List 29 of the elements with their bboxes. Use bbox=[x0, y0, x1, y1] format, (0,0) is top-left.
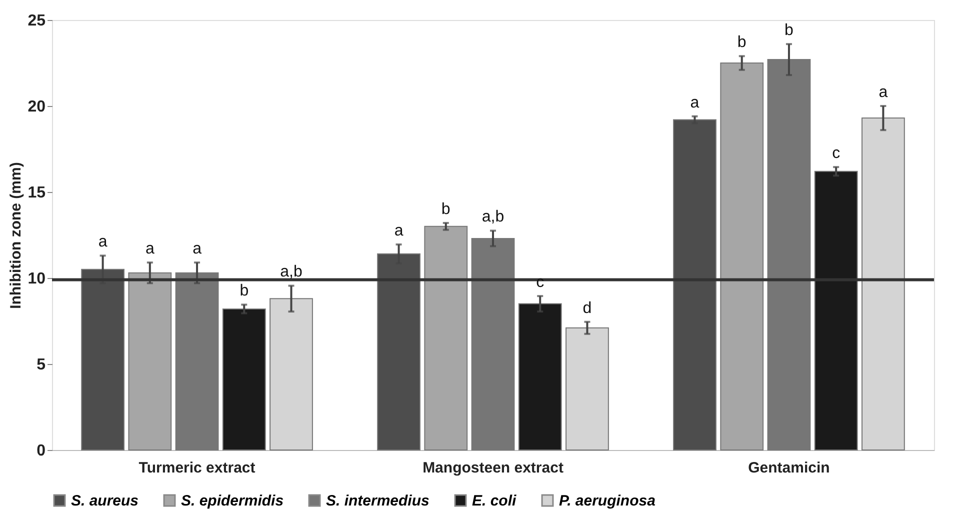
legend-label: P. aeruginosa bbox=[559, 492, 656, 510]
data-label: d bbox=[582, 300, 592, 317]
data-label: b bbox=[240, 282, 249, 300]
data-label: a bbox=[192, 240, 202, 258]
data-label: a bbox=[690, 94, 700, 112]
y-tick-label: 20 bbox=[28, 98, 46, 116]
data-label: a bbox=[878, 84, 888, 101]
data-label: a,b bbox=[280, 264, 302, 281]
y-axis-title: Inhibition zone (mm) bbox=[8, 162, 25, 309]
data-label: a bbox=[394, 222, 404, 240]
data-label: b bbox=[737, 34, 746, 52]
legend-label: S. epidermidis bbox=[181, 492, 284, 510]
data-label: c bbox=[832, 145, 840, 162]
y-tick-label: 15 bbox=[28, 184, 46, 202]
x-tick-label: Turmeric extract bbox=[138, 460, 256, 476]
legend-label: S. intermedius bbox=[326, 492, 430, 510]
data-label: a bbox=[98, 234, 108, 251]
x-tick-label: Mangosteen extract bbox=[422, 460, 564, 476]
data-label: b bbox=[441, 200, 450, 218]
y-tick-label: 0 bbox=[36, 442, 46, 460]
y-tick-label: 10 bbox=[28, 270, 46, 288]
x-tick-label: Gentamicin bbox=[748, 460, 830, 476]
data-label: a bbox=[145, 240, 154, 258]
y-tick-label: 25 bbox=[28, 12, 46, 30]
legend-label: S. aureus bbox=[71, 492, 139, 510]
legend-label: E. coli bbox=[472, 492, 518, 510]
data-label: a,b bbox=[482, 208, 504, 226]
y-tick-label: 5 bbox=[36, 356, 46, 374]
data-label: b bbox=[784, 22, 794, 40]
